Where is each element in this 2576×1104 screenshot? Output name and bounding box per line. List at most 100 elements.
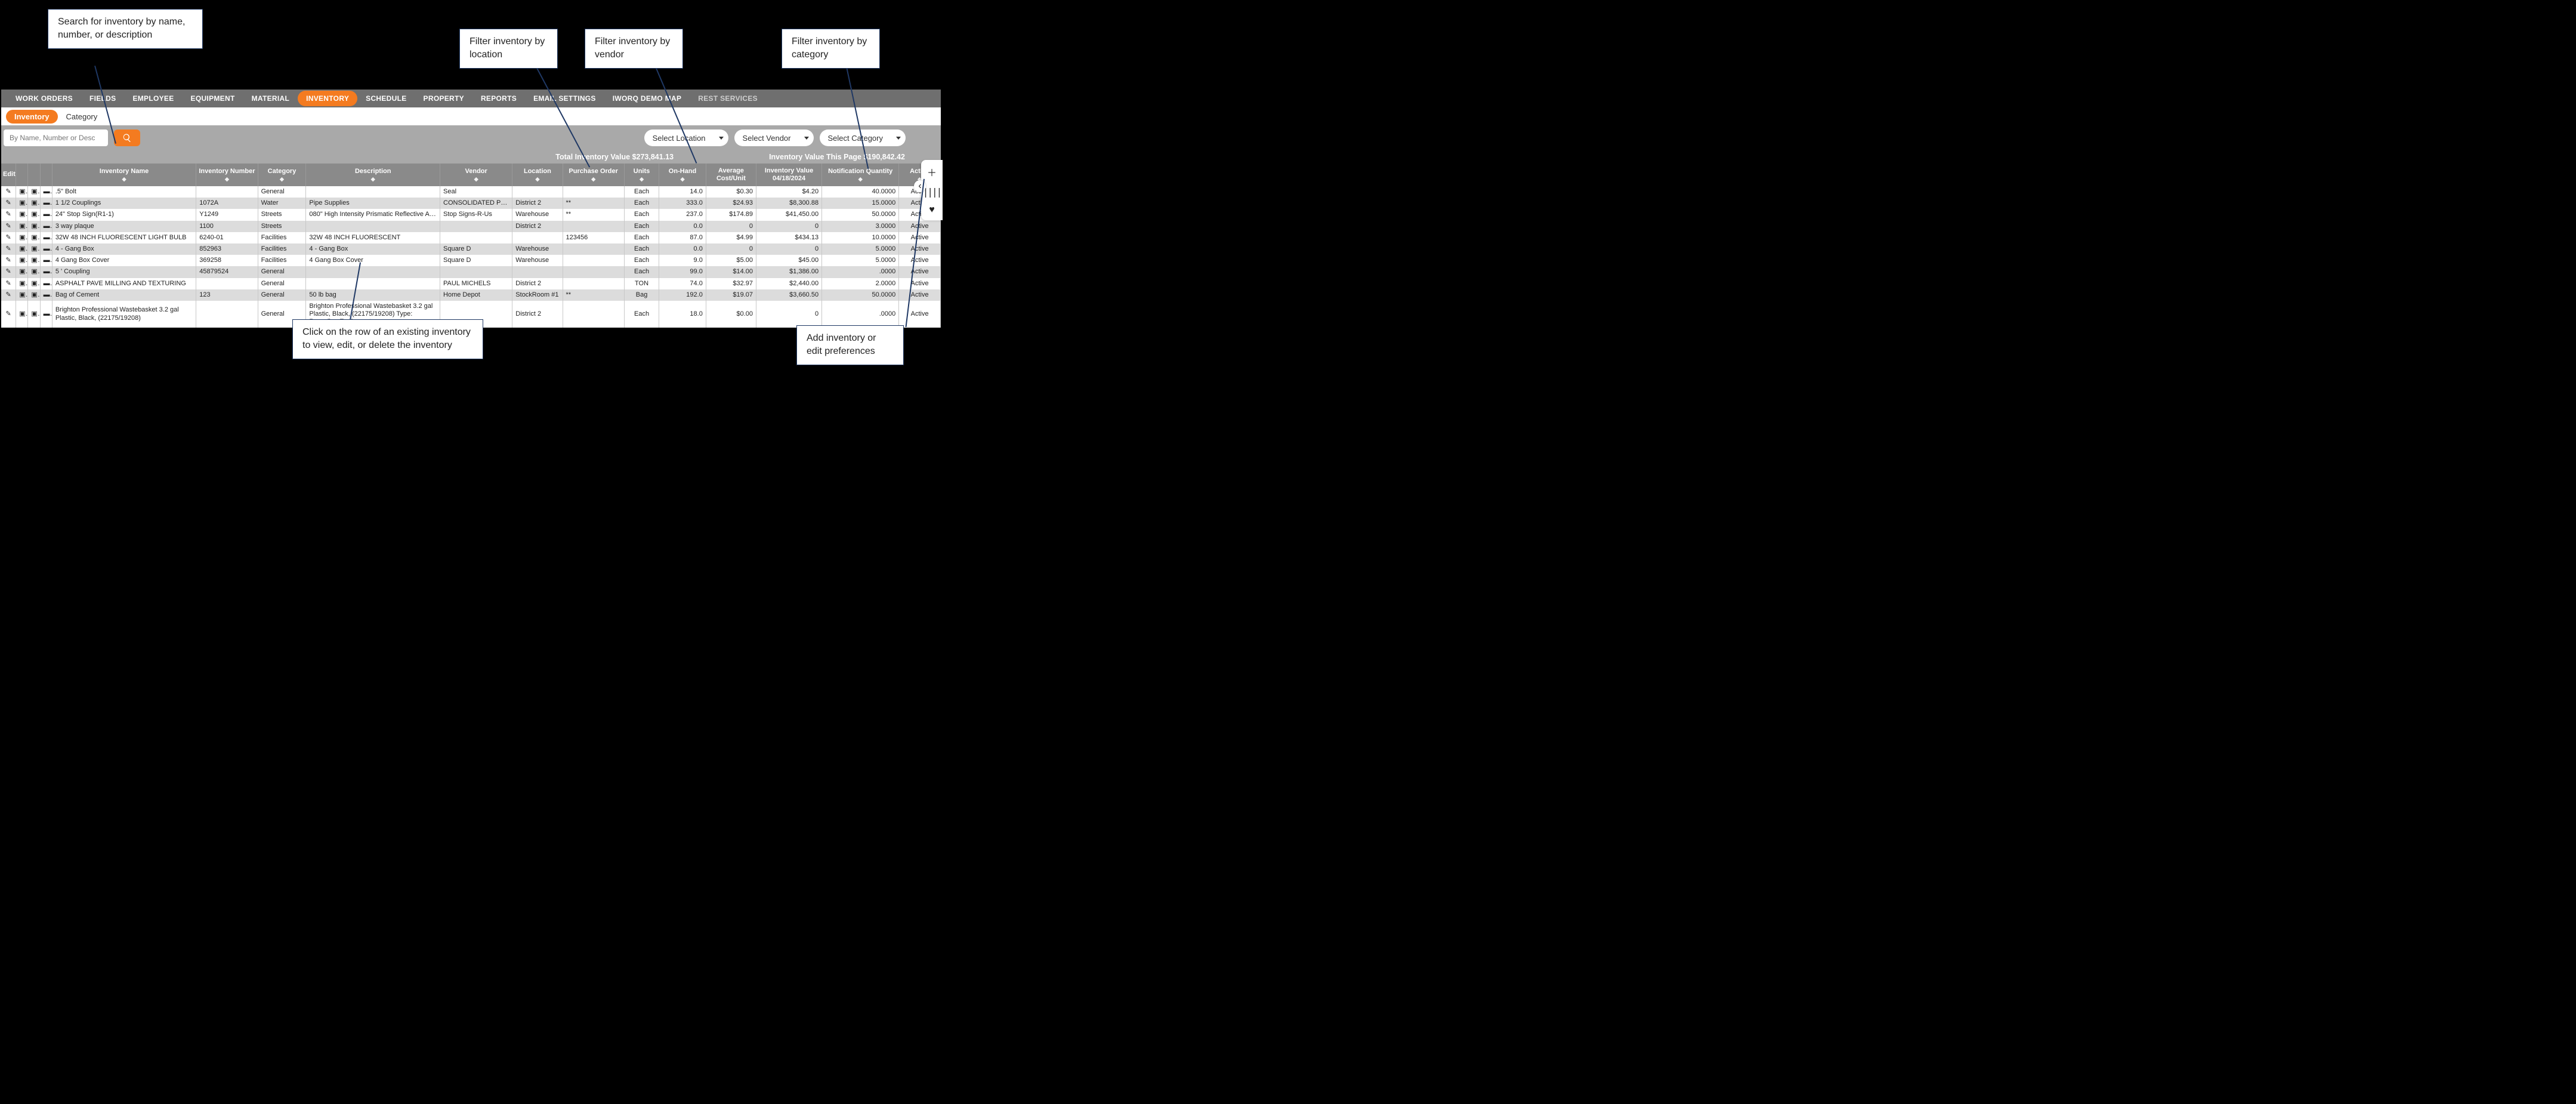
table-row[interactable]: ✎▣▣▬4 Gang Box Cover369258Facilities4 Ga… — [1, 255, 941, 266]
image-icon[interactable]: ▣ — [28, 289, 40, 301]
col-icon-2 — [28, 164, 40, 186]
view-icon[interactable]: ▣ — [16, 243, 28, 255]
delete-icon[interactable]: ▬ — [40, 221, 52, 232]
edit-icon[interactable]: ✎ — [1, 209, 16, 220]
vendor-filter[interactable]: Select Vendor — [734, 129, 814, 146]
image-icon[interactable]: ▣ — [28, 232, 40, 243]
edit-icon[interactable]: ✎ — [1, 243, 16, 255]
nav-employee[interactable]: EMPLOYEE — [124, 91, 182, 106]
col-category[interactable]: Category◆ — [258, 164, 306, 186]
cell-number — [196, 301, 258, 328]
view-icon[interactable]: ▣ — [16, 186, 28, 198]
search-button[interactable] — [114, 129, 140, 146]
table-row[interactable]: ✎▣▣▬5 ' Coupling45879524GeneralEach99.0$… — [1, 266, 941, 277]
subnav-inventory[interactable]: Inventory — [6, 110, 58, 124]
col-location[interactable]: Location◆ — [512, 164, 563, 186]
col-avg-cost[interactable]: Average Cost/Unit — [706, 164, 756, 186]
delete-icon[interactable]: ▬ — [40, 278, 52, 289]
edit-icon[interactable]: ✎ — [1, 301, 16, 328]
edit-icon[interactable]: ✎ — [1, 186, 16, 198]
col-description[interactable]: Description◆ — [306, 164, 440, 186]
col-purchase-order[interactable]: Purchase Order◆ — [563, 164, 624, 186]
col-inventory-value[interactable]: Inventory Value 04/18/2024 — [756, 164, 822, 186]
delete-icon[interactable]: ▬ — [40, 209, 52, 220]
image-icon[interactable]: ▣ — [28, 301, 40, 328]
heart-icon[interactable]: ♥ — [929, 205, 935, 215]
image-icon[interactable]: ▣ — [28, 243, 40, 255]
delete-icon[interactable]: ▬ — [40, 266, 52, 277]
nav-work-orders[interactable]: WORK ORDERS — [7, 91, 81, 106]
delete-icon[interactable]: ▬ — [40, 255, 52, 266]
image-icon[interactable]: ▣ — [28, 209, 40, 220]
image-icon[interactable]: ▣ — [28, 266, 40, 277]
nav-reports[interactable]: REPORTS — [472, 91, 525, 106]
add-icon[interactable]: ＋ — [927, 165, 937, 179]
view-icon[interactable]: ▣ — [16, 301, 28, 328]
nav-material[interactable]: MATERIAL — [243, 91, 298, 106]
cell-onhand: 18.0 — [659, 301, 706, 328]
image-icon[interactable]: ▣ — [28, 221, 40, 232]
table-row[interactable]: ✎▣▣▬4 - Gang Box852963Facilities4 - Gang… — [1, 243, 941, 255]
view-icon[interactable]: ▣ — [16, 278, 28, 289]
cell-location: District 2 — [512, 198, 563, 209]
table-row[interactable]: ✎▣▣▬ASPHALT PAVE MILLING AND TEXTURINGGe… — [1, 278, 941, 289]
nav-rest-services[interactable]: REST SERVICES — [690, 91, 766, 106]
view-icon[interactable]: ▣ — [16, 198, 28, 209]
view-icon[interactable]: ▣ — [16, 255, 28, 266]
sort-icon: ◆ — [514, 176, 560, 183]
view-icon[interactable]: ▣ — [16, 289, 28, 301]
view-icon[interactable]: ▣ — [16, 232, 28, 243]
view-icon[interactable]: ▣ — [16, 209, 28, 220]
cell-po: 123456 — [563, 232, 624, 243]
table-row[interactable]: ✎▣▣▬24" Stop Sign(R1-1)Y1249Streets080" … — [1, 209, 941, 220]
nav-property[interactable]: PROPERTY — [415, 91, 472, 106]
edit-icon[interactable]: ✎ — [1, 289, 16, 301]
edit-icon[interactable]: ✎ — [1, 198, 16, 209]
edit-icon[interactable]: ✎ — [1, 278, 16, 289]
edit-icon[interactable]: ✎ — [1, 255, 16, 266]
image-icon[interactable]: ▣ — [28, 198, 40, 209]
edit-icon[interactable]: ✎ — [1, 232, 16, 243]
col-vendor[interactable]: Vendor◆ — [440, 164, 512, 186]
delete-icon[interactable]: ▬ — [40, 198, 52, 209]
image-icon[interactable]: ▣ — [28, 255, 40, 266]
cell-category: Streets — [258, 209, 306, 220]
nav-equipment[interactable]: EQUIPMENT — [183, 91, 243, 106]
col-number[interactable]: Inventory Number◆ — [196, 164, 258, 186]
delete-icon[interactable]: ▬ — [40, 301, 52, 328]
page-inventory-value: Inventory Value This Page $190,842.42 — [769, 153, 905, 161]
col-onhand[interactable]: On-Hand◆ — [659, 164, 706, 186]
delete-icon[interactable]: ▬ — [40, 289, 52, 301]
sub-nav: InventoryCategory — [1, 107, 941, 125]
cell-onhand: 87.0 — [659, 232, 706, 243]
table-row[interactable]: ✎▣▣▬Bag of Cement123General50 lb bagHome… — [1, 289, 941, 301]
delete-icon[interactable]: ▬ — [40, 186, 52, 198]
search-input[interactable] — [4, 129, 108, 146]
subnav-category[interactable]: Category — [58, 110, 106, 124]
delete-icon[interactable]: ▬ — [40, 232, 52, 243]
cell-value: $3,660.50 — [756, 289, 822, 301]
table-row[interactable]: ✎▣▣▬3 way plaque1100StreetsDistrict 2Eac… — [1, 221, 941, 232]
col-notification-qty[interactable]: Notification Quantity◆ — [822, 164, 899, 186]
view-icon[interactable]: ▣ — [16, 221, 28, 232]
edit-icon[interactable]: ✎ — [1, 266, 16, 277]
nav-schedule[interactable]: SCHEDULE — [357, 91, 415, 106]
view-icon[interactable]: ▣ — [16, 266, 28, 277]
nav-inventory[interactable]: INVENTORY — [298, 91, 357, 106]
table-row[interactable]: ✎▣▣▬32W 48 INCH FLUORESCENT LIGHT BULB62… — [1, 232, 941, 243]
cell-description: 32W 48 INCH FLUORESCENT — [306, 232, 440, 243]
table-row[interactable]: ✎▣▣▬1 1/2 Couplings1072AWaterPipe Suppli… — [1, 198, 941, 209]
delete-icon[interactable]: ▬ — [40, 243, 52, 255]
cell-name: .5" Bolt — [52, 186, 196, 198]
image-icon[interactable]: ▣ — [28, 278, 40, 289]
image-icon[interactable]: ▣ — [28, 186, 40, 198]
edit-icon[interactable]: ✎ — [1, 221, 16, 232]
nav-email-settings[interactable]: EMAIL SETTINGS — [525, 91, 604, 106]
col-name[interactable]: Inventory Name◆ — [52, 164, 196, 186]
col-units[interactable]: Units◆ — [624, 164, 659, 186]
cell-nq: 40.0000 — [822, 186, 899, 198]
cell-category: General — [258, 266, 306, 277]
col-edit[interactable]: Edit — [1, 164, 16, 186]
table-row[interactable]: ✎▣▣▬.5" BoltGeneralSealEach14.0$0.30$4.2… — [1, 186, 941, 198]
nav-iworq-demo-map[interactable]: IWORQ DEMO MAP — [604, 91, 690, 106]
